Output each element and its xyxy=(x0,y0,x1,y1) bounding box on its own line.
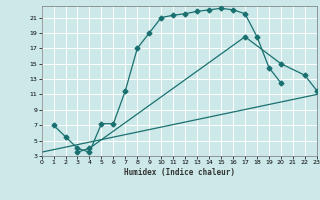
X-axis label: Humidex (Indice chaleur): Humidex (Indice chaleur) xyxy=(124,168,235,177)
